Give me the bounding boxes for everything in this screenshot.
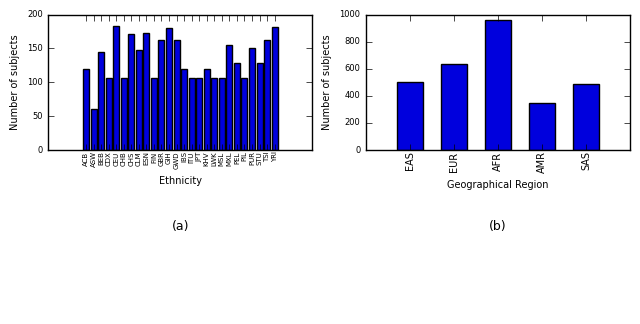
Bar — [204, 69, 210, 150]
Bar — [136, 51, 142, 150]
Bar — [121, 77, 127, 150]
Bar — [211, 77, 218, 150]
Bar — [227, 45, 232, 150]
Bar — [166, 28, 172, 150]
Bar — [573, 84, 599, 150]
Bar — [257, 63, 262, 150]
Text: (b): (b) — [489, 221, 507, 234]
X-axis label: Ethnicity: Ethnicity — [159, 176, 202, 186]
X-axis label: Geographical Region: Geographical Region — [447, 180, 548, 190]
Bar — [219, 77, 225, 150]
Bar — [106, 77, 111, 150]
Bar — [98, 52, 104, 150]
Bar — [90, 109, 97, 150]
Bar — [484, 20, 511, 150]
Bar — [241, 77, 248, 150]
Text: (a): (a) — [172, 221, 189, 234]
Bar — [128, 34, 134, 150]
Bar — [249, 48, 255, 150]
Bar — [441, 64, 467, 150]
Y-axis label: Number of subjects: Number of subjects — [323, 34, 332, 130]
Bar — [173, 40, 180, 150]
Bar — [181, 69, 187, 150]
Bar — [143, 33, 149, 150]
Bar — [271, 27, 278, 150]
Bar — [397, 82, 423, 150]
Bar — [83, 69, 89, 150]
Bar — [151, 77, 157, 150]
Bar — [234, 63, 240, 150]
Bar — [189, 77, 195, 150]
Bar — [113, 26, 119, 150]
Bar — [264, 40, 270, 150]
Bar — [159, 40, 164, 150]
Bar — [196, 77, 202, 150]
Bar — [529, 103, 555, 150]
Y-axis label: Number of subjects: Number of subjects — [10, 34, 20, 130]
